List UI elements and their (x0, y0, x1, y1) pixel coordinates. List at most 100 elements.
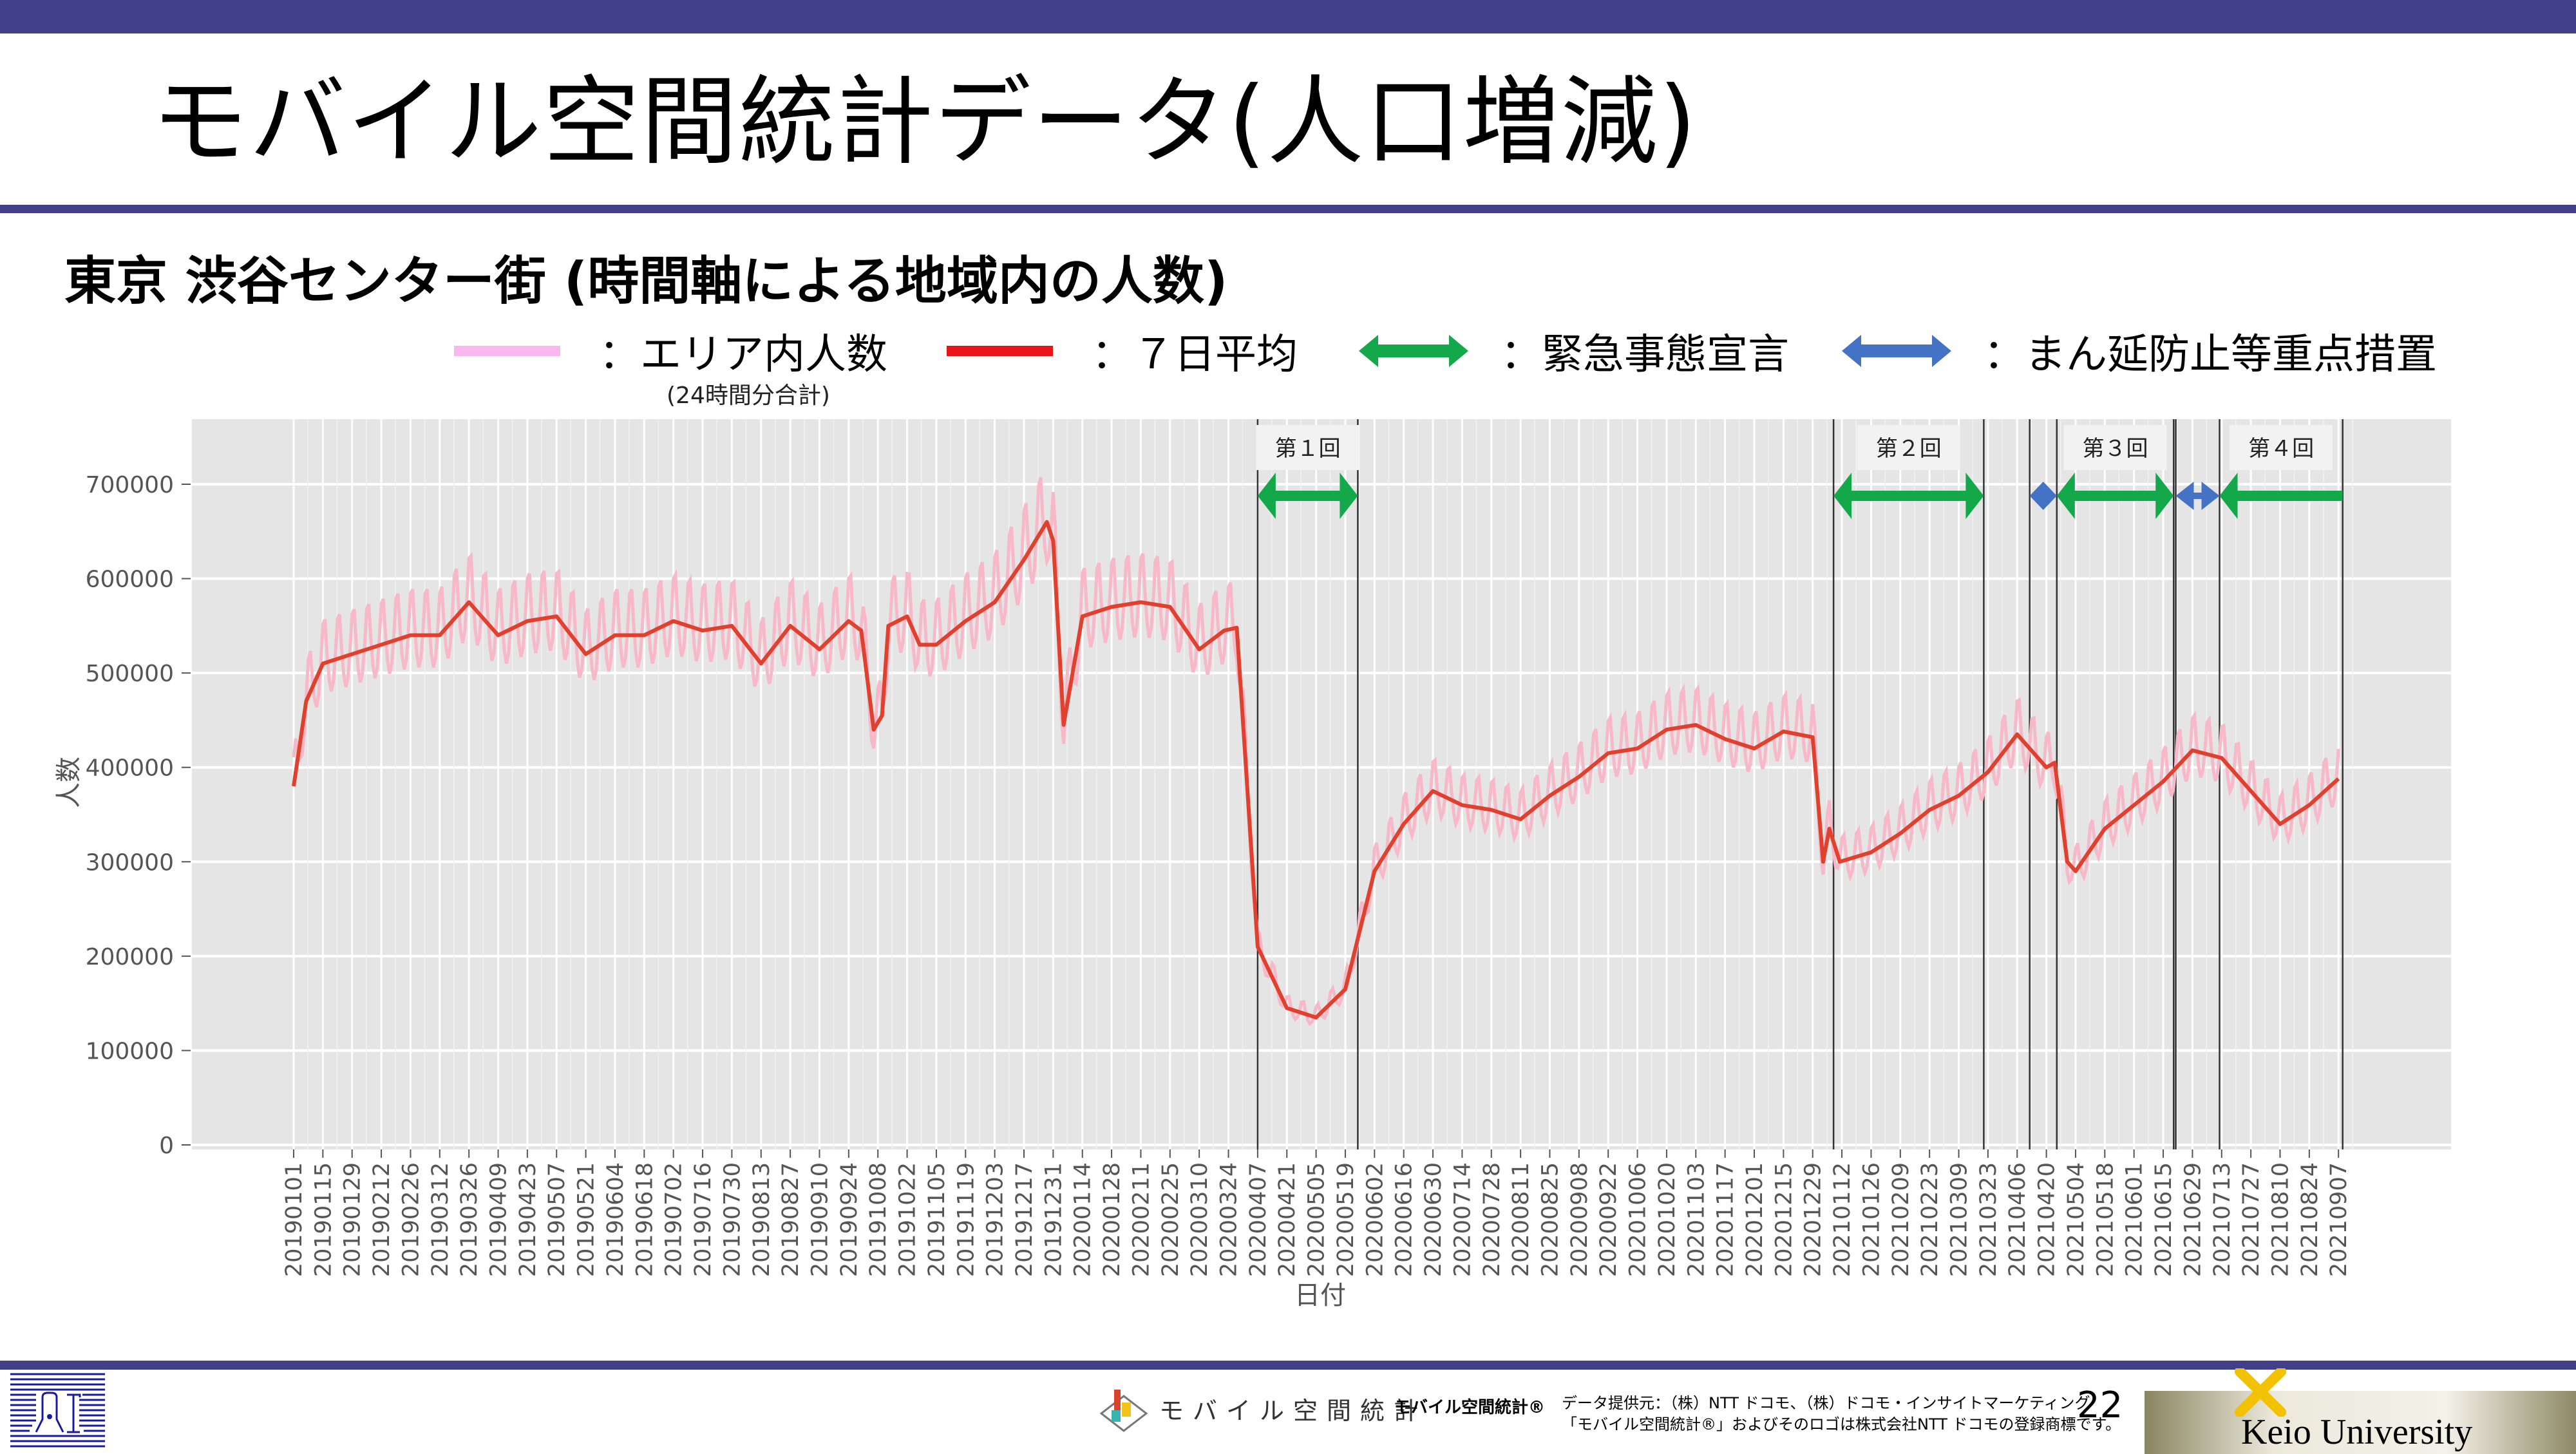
legend-label: ：まん延防止等重点措置 (1984, 331, 2437, 379)
y-tick-label: 200000 (86, 944, 174, 970)
avg7-line (292, 520, 2340, 1020)
x-tick-label: 20191119 (953, 1162, 979, 1277)
x-tick-label: 20210420 (2034, 1162, 2060, 1277)
x-tick-label: 20210713 (2210, 1162, 2235, 1277)
emergency-arrow-icon (1833, 473, 1984, 519)
x-tick-label: 20190604 (603, 1162, 629, 1277)
x-tick-label: 20210810 (2268, 1162, 2293, 1277)
semi-emergency-arrow-icon (2175, 482, 2220, 510)
x-tick-label: 20200211 (1128, 1162, 1154, 1277)
y-axis-label: 人数 (54, 757, 84, 808)
x-tick-label: 20200128 (1099, 1162, 1125, 1277)
x-tick-label: 20190312 (428, 1162, 453, 1277)
x-tick-label: 20190716 (690, 1162, 716, 1277)
x-tick-label: 20200825 (1537, 1162, 1563, 1277)
mobile-stats-logo: モバイル空間統計 (1095, 1384, 1427, 1433)
x-tick-label: 20200630 (1421, 1162, 1446, 1277)
lab-ai-logo (10, 1373, 105, 1448)
x-tick-label: 20190212 (369, 1162, 395, 1277)
emergency-arrow-icon (2219, 473, 2343, 519)
keio-banner (2145, 1391, 2576, 1454)
x-tick-label: 20200505 (1304, 1162, 1330, 1277)
x-tick-label: 20201201 (1742, 1162, 1768, 1277)
x-tick-label: 20210126 (1859, 1162, 1884, 1277)
x-tick-label: 20210209 (1888, 1162, 1914, 1277)
chart-subtitle: 東京 渋谷センター街 (時間軸による地域内の人数) (64, 251, 1228, 311)
y-tick-label: 700000 (86, 472, 174, 498)
x-tick-label: 20200714 (1450, 1162, 1475, 1277)
x-tick-label: 20200922 (1596, 1162, 1622, 1277)
x-tick-label: 20200519 (1333, 1162, 1359, 1277)
x-tick-label: 20190101 (281, 1162, 307, 1277)
y-tick-label: 0 (159, 1133, 174, 1159)
x-tick-label: 20190326 (457, 1162, 482, 1277)
x-tick-label: 20210309 (1947, 1162, 1973, 1277)
x-tick-label: 20201215 (1771, 1162, 1797, 1277)
period-label: 第４回 (2248, 436, 2314, 462)
legend-note: (24時間分合計) (667, 382, 830, 409)
period-label: 第１回 (1275, 436, 1341, 462)
period-label: 第２回 (1876, 436, 1942, 462)
x-tick-label: 20191008 (866, 1162, 891, 1277)
red-line-swatch-icon (947, 346, 1053, 356)
x-tick-label: 20190924 (837, 1162, 862, 1277)
legend-label: ：緊急事態宣言 (1501, 331, 1789, 379)
page-number: 22 (2077, 1384, 2123, 1426)
x-tick-label: 20210504 (2063, 1162, 2089, 1277)
x-tick-label: 20190507 (544, 1162, 570, 1277)
credit-line-2: 「モバイル空間統計®」およびそのロゴは株式会社NTT ドコモの登録商標です。 (1562, 1415, 2121, 1433)
x-tick-label: 20200602 (1362, 1162, 1388, 1277)
x-tick-label: 20190129 (340, 1162, 366, 1277)
period-label-box (2063, 425, 2167, 470)
x-tick-label: 20191022 (895, 1162, 921, 1277)
x-tick-label: 20200421 (1274, 1162, 1300, 1277)
x-tick-label: 20200908 (1567, 1162, 1593, 1277)
pink-line-swatch-icon (454, 346, 560, 356)
x-tick-label: 20210727 (2239, 1162, 2264, 1277)
x-tick-label: 20210518 (2092, 1162, 2118, 1277)
trademark-label: モバイル空間統計® (1394, 1398, 1546, 1417)
mobile-stats-logo-text: モバイル空間統計 (1159, 1397, 1428, 1425)
legend-item-avg7: ：７日平均 (947, 322, 1298, 380)
x-tick-label: 20200324 (1217, 1162, 1242, 1277)
x-tick-label: 20210615 (2151, 1162, 2177, 1277)
x-tick-label: 20191203 (983, 1162, 1009, 1277)
period-label-box (1857, 425, 1960, 470)
x-tick-label: 20191105 (924, 1162, 950, 1277)
keio-pen-emblem-icon (2235, 1368, 2286, 1417)
y-tick-label: 600000 (86, 567, 174, 593)
data-credit: データ提供元：（株）NTT ドコモ、（株）ドコモ・インサイトマーケティング 「モ… (1562, 1393, 2121, 1435)
title-divider (0, 205, 2576, 213)
x-tick-label: 20190115 (310, 1162, 336, 1277)
x-tick-label: 20190226 (398, 1162, 424, 1277)
legend-item-area-count: ：エリア内人数 (454, 322, 887, 380)
x-tick-label: 20190702 (661, 1162, 687, 1277)
plot-background (192, 419, 2451, 1149)
legend-item-semi-emergency: ：まん延防止等重点措置 (1842, 322, 2437, 380)
x-tick-label: 20210223 (1917, 1162, 1943, 1277)
x-tick-label: 20200616 (1392, 1162, 1417, 1277)
x-tick-label: 20190618 (632, 1162, 658, 1277)
y-tick-label: 100000 (86, 1038, 174, 1064)
x-tick-label: 20200310 (1187, 1162, 1213, 1277)
x-tick-label: 20201117 (1713, 1162, 1739, 1277)
x-tick-label: 20201103 (1683, 1162, 1709, 1277)
x-tick-label: 20200728 (1479, 1162, 1505, 1277)
x-tick-label: 20200407 (1245, 1162, 1271, 1277)
x-tick-label: 20210907 (2326, 1162, 2352, 1277)
x-tick-label: 20201020 (1654, 1162, 1680, 1277)
x-tick-label: 20200811 (1508, 1162, 1534, 1277)
population-line-chart: 第１回 第２回 第３回 第４回 0 100000 200000 300000 400000 50… (54, 419, 2451, 1310)
legend-label: ：７日平均 (1092, 331, 1298, 379)
x-tick-label: 20190521 (574, 1162, 600, 1277)
slide-title: モバイル空間統計データ(人口増減) (151, 66, 1698, 178)
emergency-arrow-icon (2056, 473, 2174, 519)
y-tick-label: 400000 (86, 755, 174, 782)
x-tick-label: 20190730 (719, 1162, 745, 1277)
emergency-arrow-icon (1257, 473, 1358, 519)
x-tick-label: 20210112 (1830, 1162, 1855, 1277)
y-tick-label: 500000 (86, 661, 174, 687)
blue-double-arrow-icon (1842, 335, 1951, 367)
x-tick-label: 20190423 (515, 1162, 541, 1277)
x-tick-label: 20191231 (1041, 1162, 1066, 1277)
